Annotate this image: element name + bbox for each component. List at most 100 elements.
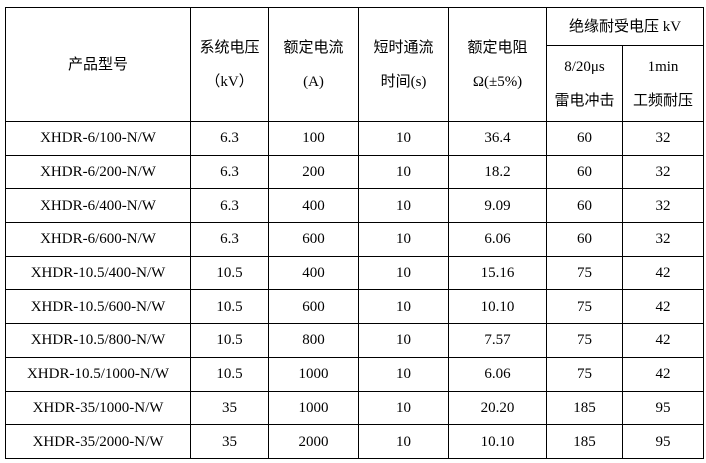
cell-lightning: 60: [546, 121, 623, 156]
table-row: XHDR-6/400-N/W 6.3 400 10 9.09 60 32: [5, 188, 704, 224]
cell-short-time: 10: [358, 390, 449, 426]
header-rated-current: 额定电流 (A): [268, 7, 359, 122]
cell-system-voltage: 10.5: [190, 356, 269, 392]
cell-short-time: 10: [358, 188, 449, 224]
cell-power-frequency: 32: [622, 188, 704, 224]
cell-power-frequency: 42: [622, 289, 704, 325]
cell-short-time: 10: [358, 424, 449, 459]
cell-model: XHDR-6/400-N/W: [5, 188, 191, 224]
cell-rated-resistance: 10.10: [448, 289, 547, 325]
cell-system-voltage: 6.3: [190, 121, 269, 156]
header-line: Ω(±5%): [472, 73, 523, 90]
cell-power-frequency: 42: [622, 323, 704, 358]
cell-power-frequency: 32: [622, 154, 704, 190]
cell-rated-current: 400: [268, 188, 359, 224]
cell-rated-resistance: 6.06: [448, 222, 547, 257]
cell-rated-current: 800: [268, 323, 359, 358]
header-short-time: 短时通流 时间(s): [358, 7, 449, 122]
table-row: XHDR-10.5/600-N/W 10.5 600 10 10.10 75 42: [5, 289, 704, 325]
cell-lightning: 60: [546, 188, 623, 224]
product-spec-table: 产品型号 系统电压 （kV） 额定电流 (A) 短时通流 时间(s) 额定电阻 …: [5, 7, 704, 459]
header-line: 雷电冲击: [554, 92, 615, 109]
cell-rated-resistance: 36.4: [448, 121, 547, 156]
table-row: XHDR-6/200-N/W 6.3 200 10 18.2 60 32: [5, 154, 704, 190]
header-power-frequency: 1min 工频耐压: [622, 45, 704, 122]
header-system-voltage: 系统电压 （kV）: [190, 7, 269, 122]
cell-system-voltage: 35: [190, 424, 269, 459]
cell-rated-current: 200: [268, 154, 359, 190]
cell-rated-current: 600: [268, 222, 359, 257]
header-line: 短时通流: [373, 39, 434, 56]
cell-rated-resistance: 6.06: [448, 356, 547, 392]
cell-lightning: 75: [546, 289, 623, 325]
table-row: XHDR-35/1000-N/W 35 1000 10 20.20 185 95: [5, 390, 704, 426]
cell-lightning: 75: [546, 356, 623, 392]
header-rated-resistance: 额定电阻 Ω(±5%): [448, 7, 547, 122]
cell-power-frequency: 32: [622, 121, 704, 156]
cell-short-time: 10: [358, 121, 449, 156]
cell-rated-current: 600: [268, 289, 359, 325]
cell-model: XHDR-10.5/400-N/W: [5, 255, 191, 291]
cell-rated-resistance: 7.57: [448, 323, 547, 358]
cell-short-time: 10: [358, 289, 449, 325]
cell-lightning: 75: [546, 323, 623, 358]
header-model: 产品型号: [5, 7, 191, 122]
cell-short-time: 10: [358, 255, 449, 291]
header-line: 工频耐压: [632, 92, 693, 109]
cell-model: XHDR-35/1000-N/W: [5, 390, 191, 426]
cell-rated-current: 1000: [268, 390, 359, 426]
cell-model: XHDR-6/100-N/W: [5, 121, 191, 156]
cell-short-time: 10: [358, 154, 449, 190]
cell-power-frequency: 95: [622, 424, 704, 459]
header-line: 系统电压: [199, 39, 260, 56]
cell-system-voltage: 35: [190, 390, 269, 426]
cell-model: XHDR-10.5/1000-N/W: [5, 356, 191, 392]
table-row: XHDR-6/100-N/W 6.3 100 10 36.4 60 32: [5, 121, 704, 156]
cell-system-voltage: 10.5: [190, 323, 269, 358]
cell-short-time: 10: [358, 222, 449, 257]
cell-power-frequency: 32: [622, 222, 704, 257]
cell-rated-resistance: 18.2: [448, 154, 547, 190]
cell-rated-current: 400: [268, 255, 359, 291]
cell-system-voltage: 6.3: [190, 222, 269, 257]
cell-model: XHDR-10.5/600-N/W: [5, 289, 191, 325]
header-line: 时间(s): [380, 73, 427, 90]
cell-short-time: 10: [358, 356, 449, 392]
cell-lightning: 75: [546, 255, 623, 291]
cell-short-time: 10: [358, 323, 449, 358]
header-line: 额定电阻: [467, 39, 528, 56]
cell-system-voltage: 10.5: [190, 289, 269, 325]
cell-power-frequency: 95: [622, 390, 704, 426]
cell-lightning: 60: [546, 222, 623, 257]
cell-system-voltage: 6.3: [190, 154, 269, 190]
cell-lightning: 185: [546, 390, 623, 426]
cell-model: XHDR-6/600-N/W: [5, 222, 191, 257]
cell-lightning: 60: [546, 154, 623, 190]
cell-rated-current: 1000: [268, 356, 359, 392]
cell-rated-current: 2000: [268, 424, 359, 459]
cell-lightning: 185: [546, 424, 623, 459]
cell-rated-resistance: 15.16: [448, 255, 547, 291]
table-row: XHDR-6/600-N/W 6.3 600 10 6.06 60 32: [5, 222, 704, 257]
header-insulation: 绝缘耐受电压 kV: [546, 7, 704, 46]
cell-power-frequency: 42: [622, 255, 704, 291]
table-row: XHDR-10.5/400-N/W 10.5 400 10 15.16 75 42: [5, 255, 704, 291]
cell-rated-current: 100: [268, 121, 359, 156]
header-lightning: 8/20μs 雷电冲击: [546, 45, 623, 122]
table-row: XHDR-10.5/800-N/W 10.5 800 10 7.57 75 42: [5, 323, 704, 358]
cell-model: XHDR-35/2000-N/W: [5, 424, 191, 459]
cell-rated-resistance: 10.10: [448, 424, 547, 459]
cell-system-voltage: 10.5: [190, 255, 269, 291]
header-line: （kV）: [205, 73, 254, 90]
cell-power-frequency: 42: [622, 356, 704, 392]
table-row: XHDR-10.5/1000-N/W 10.5 1000 10 6.06 75 42: [5, 356, 704, 392]
cell-model: XHDR-6/200-N/W: [5, 154, 191, 190]
header-line: 1min: [647, 58, 679, 75]
cell-system-voltage: 6.3: [190, 188, 269, 224]
table-row: XHDR-35/2000-N/W 35 2000 10 10.10 185 95: [5, 424, 704, 459]
cell-rated-resistance: 20.20: [448, 390, 547, 426]
cell-model: XHDR-10.5/800-N/W: [5, 323, 191, 358]
header-line: (A): [303, 73, 324, 90]
header-line: 额定电流: [283, 39, 344, 56]
header-line: 8/20μs: [564, 58, 605, 75]
